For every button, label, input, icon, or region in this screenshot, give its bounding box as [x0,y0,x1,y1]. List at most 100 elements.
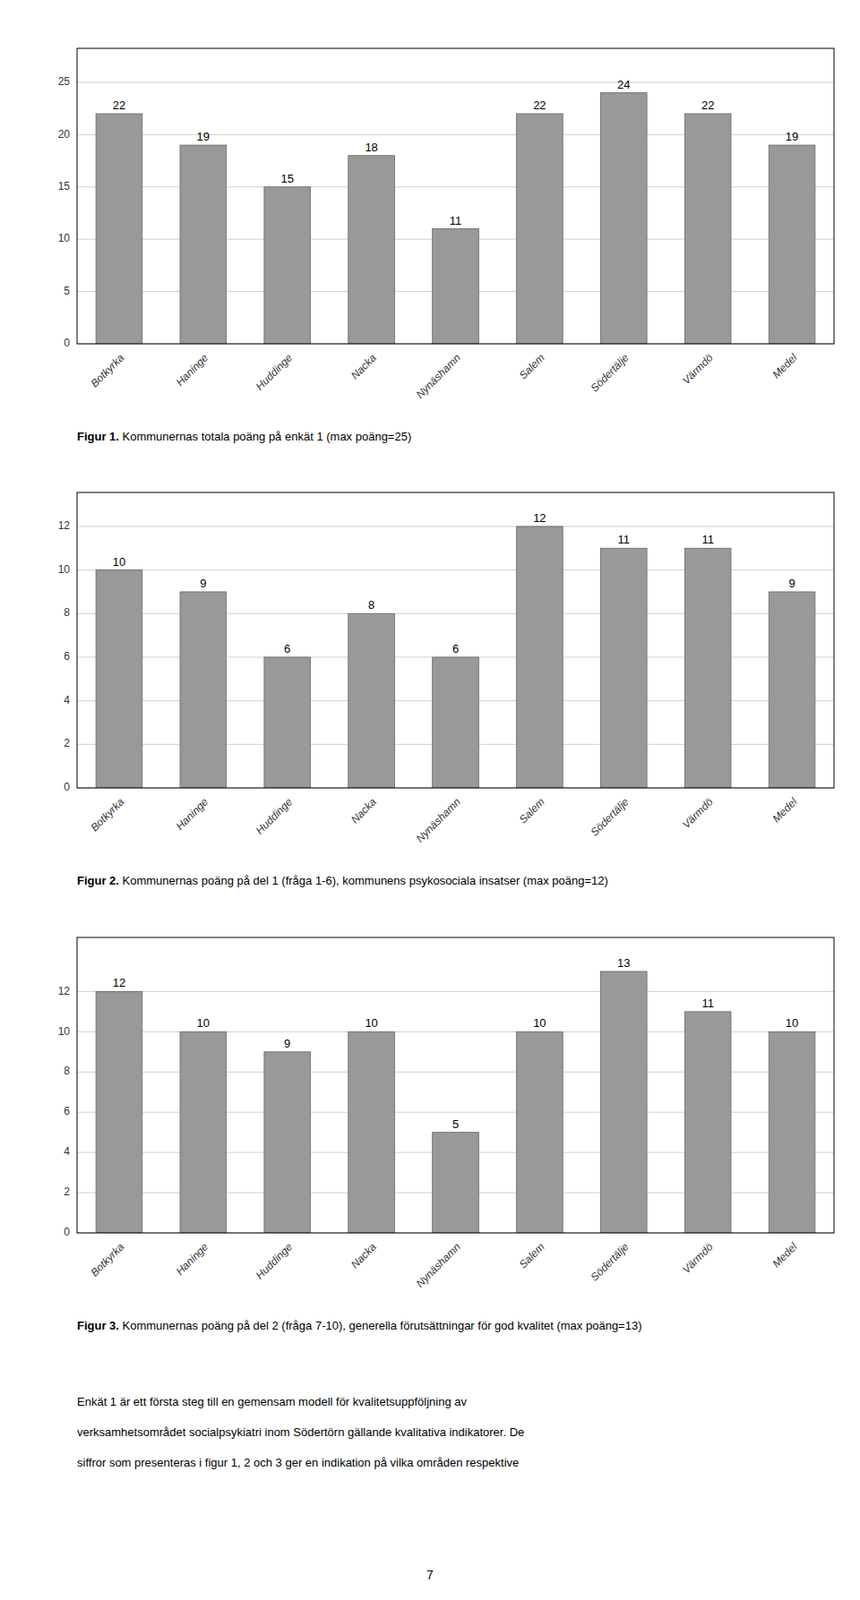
bar [768,145,816,344]
x-tick-label: Botkyrka [87,795,127,835]
background [0,0,860,1600]
x-tick-label: Södertälje [588,1240,632,1284]
x-tick-label: Huddinge [253,795,295,837]
bars [95,971,816,1234]
bar [684,1012,731,1234]
data-label: 11 [701,533,714,547]
y-tick-label: 25 [58,75,71,88]
bar [600,548,647,789]
body-text: siffror som presenteras i figur 1, 2 och… [77,1456,519,1471]
y-tick-label: 0 [63,336,70,350]
caption: Figur 1. Kommunernas totala poäng på enk… [77,430,412,444]
y-tick-label: 12 [58,985,71,998]
bar [95,570,143,789]
caption-label: Figur 3. [77,1319,120,1333]
x-tick-label: Medel [769,795,800,826]
x-tick-label: Salem [516,351,548,382]
x-tick-label: Huddinge [253,351,295,393]
y-tick-label: 20 [58,128,71,141]
body-text: Enkät 1 är ett första steg till en gemen… [77,1395,467,1410]
y-tick-label: 2 [63,737,70,750]
caption: Figur 2. Kommunernas poäng på del 1 (frå… [77,874,609,888]
data-label: 9 [283,1037,291,1051]
bar [600,93,647,344]
bar [95,113,143,344]
x-tick-label: Nacka [348,1240,379,1272]
bar [684,548,731,789]
y-tick-label: 15 [58,180,71,193]
bar [180,145,227,344]
grid-line [77,525,835,527]
bar [180,1032,227,1234]
data-label: 22 [533,98,546,112]
x-tick-label: Haninge [173,795,212,834]
bar [264,657,311,789]
y-tick-label: 6 [63,1105,70,1118]
bars [95,93,816,344]
data-label: 10 [364,1016,378,1031]
data-label: 6 [452,642,459,656]
data-label: 10 [785,1016,799,1031]
y-tick-label: 4 [63,694,70,707]
data-label: 24 [617,77,630,92]
x-tick-label: Medel [769,1240,800,1271]
caption-text: Kommunernas poäng på del 1 (fråga 1-6), … [119,874,609,888]
y-tick-label: 0 [63,781,70,794]
caption-label: Figur 2. [77,874,120,888]
chart: 0246810121096861211119BotkyrkaHaningeHud… [58,492,835,888]
bar [768,1032,816,1234]
grid-line [77,81,835,83]
y-tick-label: 6 [63,650,70,663]
data-label: 10 [112,555,126,569]
bar [264,1052,311,1234]
plot-frame [77,48,835,344]
data-label: 22 [701,98,714,112]
data-label: 18 [364,140,378,155]
bar [432,229,480,344]
x-tick-label: Nacka [348,795,379,826]
bar [768,592,816,789]
x-tick-label: Nacka [348,351,379,382]
x-tick-label: Haninge [173,351,212,389]
x-tick-label: Nynäshamn [413,351,464,401]
x-tick-label: Haninge [173,1240,212,1279]
y-tick-label: 10 [58,1025,71,1039]
data-label: 9 [788,576,795,591]
x-tick-label: Södertälje [588,795,632,839]
x-tick-label: Salem [516,795,548,826]
y-tick-label: 8 [63,1065,70,1078]
bar [348,1032,396,1234]
data-label: 9 [199,576,207,591]
caption-text: Kommunernas poäng på del 2 (fråga 7-10),… [119,1319,643,1333]
page: 0510152025221915181122242219BotkyrkaHani… [0,0,860,1600]
bar [516,113,564,344]
y-tick-label: 8 [63,606,70,620]
x-tick-label: Nynäshamn [413,1240,464,1290]
bar [264,187,311,344]
y-tick-label: 10 [58,232,71,245]
bar [348,155,396,344]
bar [684,113,731,344]
data-label: 5 [452,1118,459,1132]
bar [180,592,227,789]
x-tick-label: Värmdö [679,351,716,387]
data-label: 10 [197,1016,210,1031]
x-tick-label: Värmdö [679,1240,716,1277]
x-tick-label: Södertälje [588,351,632,395]
bars [95,526,816,789]
caption: Figur 3. Kommunernas poäng på del 2 (frå… [77,1319,643,1333]
bar [432,1133,480,1234]
x-tick-label: Botkyrka [87,1240,127,1280]
page-number: 7 [426,1568,434,1583]
data-label: 11 [618,533,631,547]
y-tick-label: 10 [58,563,71,577]
data-label: 22 [112,98,126,112]
x-tick-label: Värmdö [679,795,716,832]
data-label: 13 [617,956,630,971]
bar [348,613,396,789]
x-tick-label: Botkyrka [87,351,127,390]
y-tick-label: 4 [63,1145,70,1159]
bar [600,971,647,1234]
caption-label: Figur 1. [77,430,120,444]
data-label: 12 [533,511,546,525]
